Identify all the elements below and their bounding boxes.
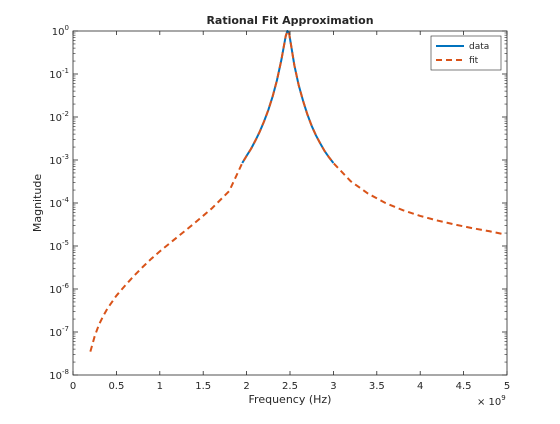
y-tick-label: 10-3: [49, 153, 69, 167]
y-tick-label: 10-1: [49, 67, 69, 81]
y-tick-label: 100: [52, 24, 69, 38]
y-tick-label: 10-6: [49, 282, 69, 296]
y-axis-label: Magnitude: [31, 174, 44, 233]
axes-layer: 0 0.5 1 1.5 2 2.5 3 3.5 4 4.5 5 10-8 10-7 10-6 10-5 10-…: [49, 24, 510, 392]
x-tick-label: 0.5: [108, 381, 124, 392]
x-tick-label: 5: [504, 381, 510, 392]
x-tick-label: 1.5: [195, 381, 211, 392]
y-tick-label: 10-7: [49, 325, 69, 339]
x-tick-label: 2.5: [282, 381, 298, 392]
y-tick-label: 10-2: [49, 110, 69, 124]
plot-area: [73, 31, 507, 375]
x-axis-multiplier: × 109: [477, 394, 506, 408]
legend: data fit: [430, 35, 502, 71]
y-tick-label: 10-4: [49, 196, 69, 210]
y-tick-label: 10-5: [49, 239, 69, 253]
x-tick-label: 3.5: [369, 381, 385, 392]
chart-title: Rational Fit Approximation: [206, 14, 373, 27]
x-tick-label: 4.5: [456, 381, 472, 392]
x-tick-label: 2: [243, 381, 249, 392]
x-tick-label: 4: [417, 381, 423, 392]
legend-label-fit: fit: [469, 56, 479, 66]
x-tick-label: 0: [70, 381, 76, 392]
legend-label-data: data: [469, 42, 489, 52]
x-tick-label: 3: [330, 381, 336, 392]
x-tick-label: 1: [157, 381, 163, 392]
y-tick-label: 10-8: [49, 368, 69, 382]
series-line-fit: [89, 30, 503, 352]
x-axis-label: Frequency (Hz): [249, 393, 332, 406]
legend-box: [430, 35, 502, 71]
